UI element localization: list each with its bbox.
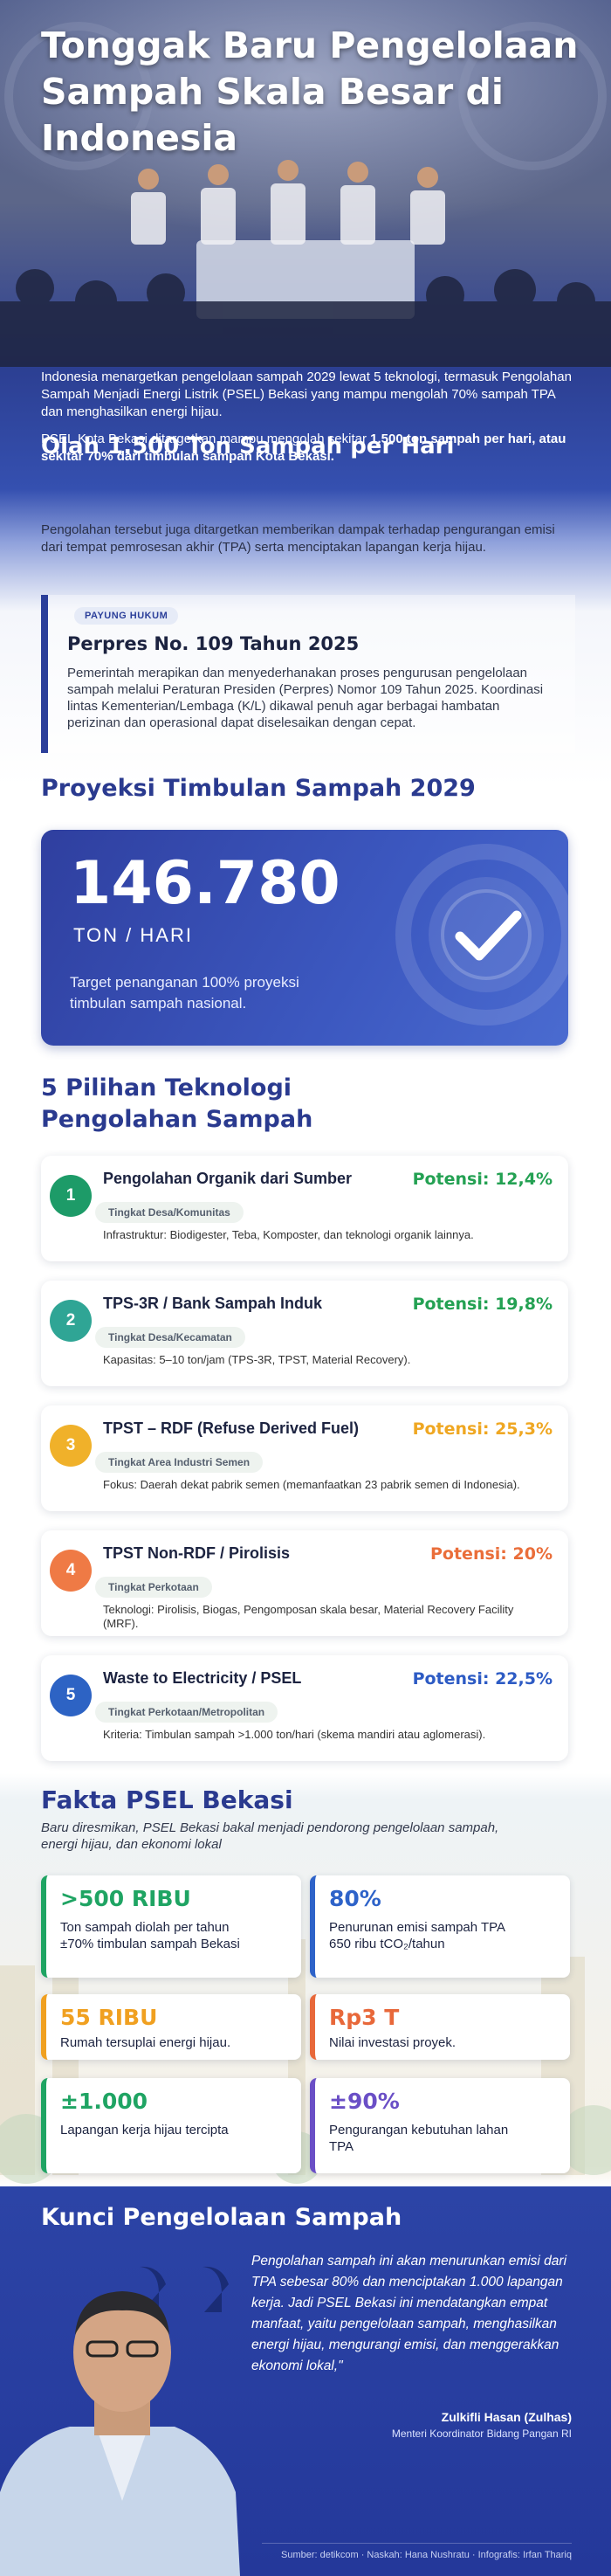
technology-number: 4 <box>50 1550 92 1592</box>
technology-title: Pengolahan Organik dari Sumber <box>103 1170 353 1187</box>
technology-card: 4 TPST Non-RDF / Pirolisis Potensi: 20% Tin… <box>41 1530 568 1636</box>
check-icon <box>395 844 568 1026</box>
fact-desc: Ton sampah diolah per tahun ±70% timbula… <box>60 1920 240 1951</box>
paragraph: PSEL Kota Bekasi ditargetkan mampu mengo… <box>41 431 573 466</box>
fact-value: 80% <box>329 1886 381 1911</box>
technology-detail: Teknologi: Pirolisis, Biogas, Pengomposa… <box>103 1603 514 1630</box>
section-heading: Olah 1.500 Ton Sampah per Hari <box>41 433 455 459</box>
technology-number: 2 <box>50 1300 92 1342</box>
quote-section: Kunci Pengelolaan Sampah Pengolahan samp… <box>0 2186 611 2576</box>
fact-card: >500 RIBU Ton sampah diolah per tahun ±70… <box>41 1875 301 1978</box>
fact-card: 55 RIBU Rumah tersuplai energi hijau. <box>41 1994 301 2060</box>
section-heading: Kunci Pengelolaan Sampah <box>41 2204 402 2231</box>
technology-card: 1 Pengolahan Organik dari Sumber Potensi: … <box>41 1156 568 1261</box>
technology-number: 1 <box>50 1175 92 1217</box>
bold-text: 1.500 ton sampah per hari, atau sekitar … <box>41 432 566 464</box>
technology-level: Tingkat Desa/Kecamatan <box>95 1327 245 1348</box>
text: Pengolahan tersebut juga ditargetkan mem… <box>41 522 555 555</box>
technology-card: 5 Waste to Electricity / PSEL Potensi: 22,… <box>41 1655 568 1761</box>
technology-detail: Fokus: Daerah dekat pabrik semen (memanf… <box>103 1478 520 1491</box>
legal-tag: PAYUNG HUKUM <box>74 607 179 625</box>
technology-title: TPS-3R / Bank Sampah Induk <box>103 1295 323 1312</box>
speaker-name: Zulkifli Hasan (Zulhas) <box>441 2410 572 2424</box>
page-title: Tonggak Baru Pengelolaan Sampah Skala Be… <box>41 24 579 159</box>
fact-value: ±90% <box>329 2089 400 2114</box>
technology-number: 5 <box>50 1675 92 1716</box>
technology-title: Waste to Electricity / PSEL <box>103 1669 302 1687</box>
fact-value: Rp3 T <box>329 2005 400 2030</box>
technology-level: Tingkat Perkotaan/Metropolitan <box>95 1702 278 1723</box>
technology-level: Tingkat Desa/Komunitas <box>95 1202 244 1223</box>
technology-level: Tingkat Perkotaan <box>95 1577 212 1598</box>
section-heading: Fakta PSEL Bekasi <box>41 1785 293 1814</box>
technology-title: TPST – RDF (Refuse Derived Fuel) <box>103 1419 360 1437</box>
technology-number: 3 <box>50 1425 92 1467</box>
technology-card: 2 TPS-3R / Bank Sampah Induk Potensi: 19,8… <box>41 1281 568 1386</box>
section-heading: Proyeksi Timbulan Sampah 2029 <box>41 775 476 802</box>
fact-desc: Nilai investasi proyek. <box>329 2035 457 2050</box>
technology-title: TPST Non-RDF / Pirolisis <box>103 1544 291 1562</box>
header-photo <box>0 0 611 367</box>
section-heading: 5 Pilihan Teknologi Pengolahan Sampah <box>41 1074 313 1133</box>
technology-potential: Potensi: 20% <box>430 1544 553 1564</box>
fact-desc: Penurunan emisi sampah TPA 650 ribu tCO₂… <box>329 1920 505 1951</box>
fact-card: ±90% Pengurangan kebutuhan lahan TPA <box>310 2078 570 2173</box>
fact-card: ±1.000 Lapangan kerja hijau tercipta <box>41 2078 301 2173</box>
section-subtitle: Baru diresmikan, PSEL Bekasi bakal menja… <box>41 1820 499 1852</box>
projection-card: 146.780 TON / HARI Target penanganan 100… <box>41 830 568 1046</box>
fact-value: >500 RIBU <box>60 1886 191 1911</box>
fact-desc: Lapangan kerja hijau tercipta <box>60 2123 229 2137</box>
fact-card: Rp3 T Nilai investasi proyek. <box>310 1994 570 2060</box>
fact-card: 80% Penurunan emisi sampah TPA 650 ribu t… <box>310 1875 570 1978</box>
projection-note: Target penanganan 100% proyeksi timbulan… <box>70 974 299 1012</box>
projection-value: 146.780 <box>70 849 340 918</box>
technology-detail: Kriteria: Timbulan sampah >1.000 ton/har… <box>103 1728 486 1741</box>
technology-potential: Potensi: 22,5% <box>412 1669 553 1689</box>
technology-level: Tingkat Area Industri Semen <box>95 1452 264 1473</box>
quote-text: Pengolahan sampah ini akan menurunkan em… <box>251 2254 567 2373</box>
legal-box: PAYUNG HUKUM Perpres No. 109 Tahun 2025 … <box>41 595 575 753</box>
fact-desc: Pengurangan kebutuhan lahan TPA <box>329 2123 509 2154</box>
speaker-role: Menteri Koordinator Bidang Pangan RI <box>391 2428 572 2440</box>
source-credit: Sumber: detikcom · Naskah: Hana Nushratu… <box>281 2550 572 2560</box>
projection-unit: TON / HARI <box>73 924 193 946</box>
text: PSEL Kota Bekasi ditargetkan mampu mengo… <box>41 432 371 446</box>
technology-card: 3 TPST – RDF (Refuse Derived Fuel) Potensi… <box>41 1405 568 1511</box>
intro-text: Indonesia menargetkan pengelolaan sampah… <box>41 369 572 419</box>
divider <box>262 2543 572 2544</box>
fact-value: 55 RIBU <box>60 2005 158 2030</box>
technology-potential: Potensi: 19,8% <box>412 1295 553 1314</box>
speaker-photo <box>0 2266 240 2576</box>
fact-desc: Rumah tersuplai energi hijau. <box>60 2035 231 2050</box>
technology-detail: Infrastruktur: Biodigester, Teba, Kompos… <box>103 1228 474 1241</box>
legal-body: Pemerintah merapikan dan menyederhanakan… <box>67 666 544 730</box>
technology-detail: Kapasitas: 5–10 ton/jam (TPS-3R, TPST, M… <box>103 1353 411 1366</box>
fact-value: ±1.000 <box>60 2089 148 2114</box>
technology-potential: Potensi: 12,4% <box>412 1170 553 1189</box>
paragraph: Pengolahan tersebut juga ditargetkan mem… <box>41 521 573 556</box>
technology-potential: Potensi: 25,3% <box>412 1419 553 1439</box>
legal-title: Perpres No. 109 Tahun 2025 <box>67 633 360 654</box>
